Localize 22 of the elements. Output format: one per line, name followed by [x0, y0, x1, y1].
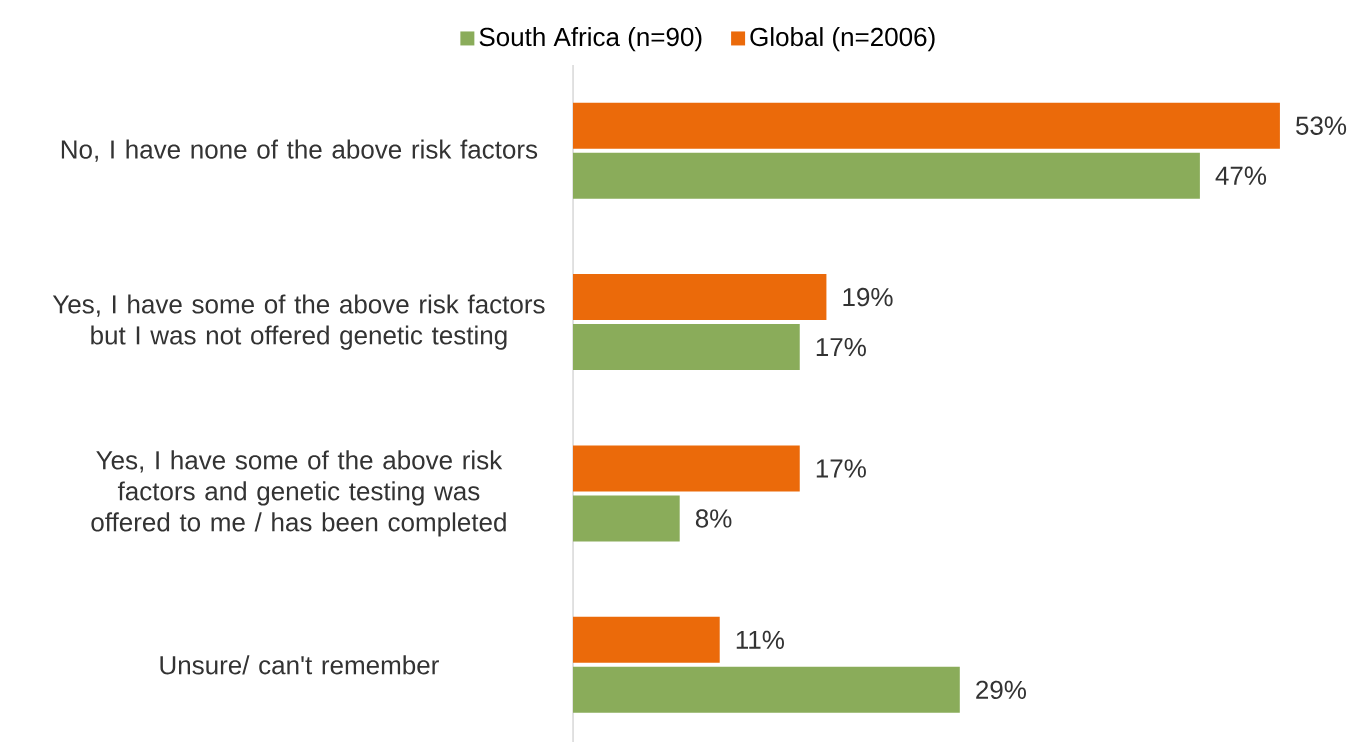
data-label: 53% — [1296, 116, 1347, 135]
bar — [573, 445, 800, 492]
bar — [573, 616, 720, 663]
legend-label: South Africa (n=90) — [479, 27, 702, 52]
bar — [573, 274, 827, 321]
bar — [573, 324, 800, 371]
bar — [573, 152, 1200, 199]
bar — [573, 102, 1280, 149]
bar — [573, 495, 680, 542]
data-label: 47% — [1215, 166, 1267, 185]
y-tick-label: Unsure/ can't remember — [160, 655, 439, 675]
data-label: 17% — [816, 459, 866, 478]
data-label: 19% — [843, 287, 893, 307]
y-tick-label: Yes, I have some of the above risk factors and genetic testing was offered to me / has been completed — [91, 450, 506, 537]
data-label: 17% — [816, 337, 866, 357]
bar — [573, 666, 960, 713]
data-label: 29% — [976, 680, 1026, 700]
data-label: 8% — [695, 509, 732, 528]
y-tick-label: Yes, I have some of the above risk factors but I was not offered genetic testing — [52, 294, 545, 350]
data-label: 11% — [736, 630, 784, 649]
y-tick-label: No, I have none of the above risk factors — [61, 139, 538, 162]
legend-label: Global (n=2006) — [750, 27, 935, 52]
